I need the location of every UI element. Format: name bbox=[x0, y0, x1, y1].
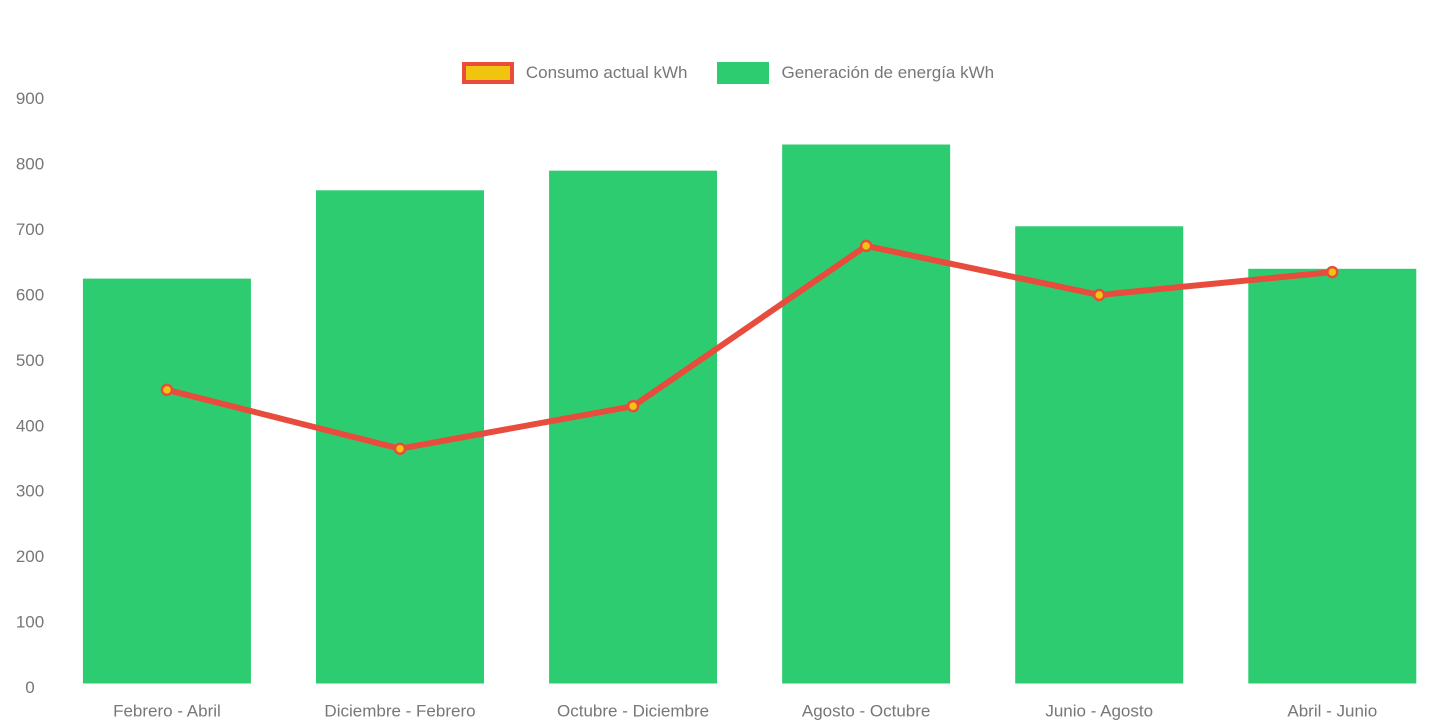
consumo-data-point[interactable] bbox=[1092, 288, 1106, 302]
bar-generacion[interactable] bbox=[1248, 268, 1417, 684]
consumo-data-point[interactable] bbox=[160, 383, 174, 397]
legend-label-consumo: Consumo actual kWh bbox=[525, 63, 688, 82]
bar-generacion[interactable] bbox=[1015, 226, 1184, 684]
y-axis-tick-label: 200 bbox=[16, 547, 44, 566]
x-axis-category-label: Octubre - Diciembre bbox=[557, 702, 709, 721]
consumo-line bbox=[163, 242, 1336, 452]
y-axis-tick-label: 600 bbox=[16, 285, 44, 304]
y-axis-tick-label: 100 bbox=[16, 613, 44, 632]
consumo-data-point[interactable] bbox=[1326, 265, 1339, 279]
y-axis-tick-label: 400 bbox=[16, 416, 44, 435]
legend-item-consumo[interactable]: Consumo actual kWh bbox=[461, 62, 688, 84]
consumo-data-point[interactable] bbox=[626, 399, 640, 413]
bar-generacion[interactable] bbox=[82, 278, 251, 684]
bar-generacion[interactable] bbox=[549, 170, 718, 684]
x-axis-category-label: Diciembre - Febrero bbox=[324, 702, 475, 721]
consumo-data-point[interactable] bbox=[859, 239, 873, 253]
chart-legend: Consumo actual kWh Generación de energía… bbox=[0, 62, 1456, 84]
y-axis-tick-label: 900 bbox=[16, 89, 44, 108]
x-axis-category-label: Junio - Agosto bbox=[1045, 702, 1153, 721]
x-axis-category-label: Febrero - Abril bbox=[113, 702, 221, 721]
y-axis-tick-label: 700 bbox=[16, 220, 44, 239]
x-axis-category-label: Abril - Junio bbox=[1287, 702, 1377, 721]
y-axis-tick-label: 800 bbox=[16, 155, 44, 174]
legend-item-generacion[interactable]: Generación de energía kWh bbox=[717, 62, 994, 84]
bar-generacion[interactable] bbox=[782, 144, 951, 684]
legend-label-generacion: Generación de energía kWh bbox=[781, 63, 995, 82]
consumo-data-point[interactable] bbox=[393, 442, 407, 455]
consumo-swatch-icon bbox=[461, 62, 514, 84]
x-axis-category-label: Agosto - Octubre bbox=[802, 702, 931, 721]
y-axis-tick-label: 300 bbox=[16, 482, 44, 501]
y-axis-tick-label: 0 bbox=[25, 678, 34, 697]
y-axis-tick-label: 500 bbox=[16, 351, 44, 370]
generacion-swatch-icon bbox=[717, 62, 770, 84]
